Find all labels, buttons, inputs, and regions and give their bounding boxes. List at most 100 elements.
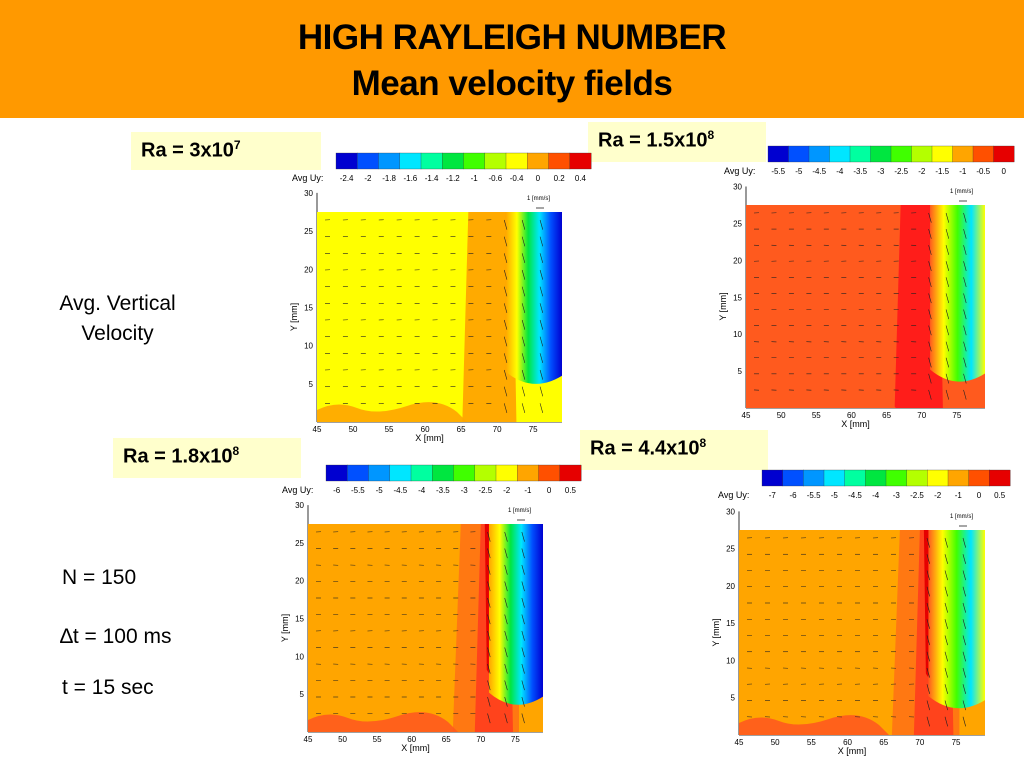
colorbar-swatch (782, 469, 804, 487)
y-axis-label: Y [mm] (711, 618, 721, 646)
x-tick-label: 55 (385, 425, 394, 434)
y-tick-label: 25 (733, 219, 742, 228)
bottom-noise (746, 388, 896, 408)
velocity-vector (503, 303, 508, 314)
velocity-vector (928, 357, 932, 368)
velocity-vector (504, 564, 508, 575)
y-tick-label: 15 (733, 293, 742, 302)
quantity-label-line2: Velocity (81, 322, 154, 345)
wall-jet (928, 530, 985, 709)
velocity-vector (539, 369, 544, 380)
colorbar-swatch (538, 464, 561, 482)
colorbar-tick-label: -1.5 (935, 167, 949, 176)
velocity-vector (504, 680, 508, 691)
colorbar-swatch (474, 464, 497, 482)
velocity-vector (945, 357, 950, 368)
colorbar-swatch (911, 145, 933, 163)
colorbar-swatch (808, 145, 830, 163)
colorbar-tick-label: -2.5 (478, 486, 492, 495)
velocity-vector (962, 570, 966, 581)
time-step: ∆t = 100 ms (60, 625, 172, 648)
velocity-vector (503, 386, 508, 397)
colorbar-tick-label: -1 (524, 486, 532, 495)
velocity-vector (504, 581, 508, 592)
vector-scale-label: 1 [mm/s] (527, 196, 550, 202)
velocity-vector (487, 663, 491, 674)
colorbar-tick-label: -1.2 (446, 174, 460, 183)
colorbar-tick-label: 0 (977, 491, 982, 500)
colorbar-tick-label: 0.5 (994, 491, 1006, 500)
colorbar-tick-label: -0.4 (510, 174, 524, 183)
velocity-vector (928, 309, 932, 320)
y-tick-label: 20 (304, 265, 313, 274)
x-tick-label: 55 (812, 411, 821, 420)
velocity-vector (963, 293, 967, 304)
velocity-vector (963, 261, 967, 271)
title-banner: HIGH RAYLEIGH NUMBER Mean velocity field… (0, 0, 1024, 118)
velocity-vector (945, 229, 950, 239)
velocity-vector (963, 229, 967, 239)
colorbar-swatch (972, 145, 994, 163)
velocity-vector (487, 696, 491, 707)
velocity-vector (928, 293, 932, 304)
velocity-vector (928, 277, 932, 288)
velocity-vector (503, 286, 508, 297)
velocity-vector (928, 245, 932, 255)
velocity-vector (539, 236, 544, 247)
y-tick-label: 30 (733, 183, 742, 192)
velocity-vector (539, 286, 544, 297)
colorbar-tick-label: -1.4 (425, 174, 439, 183)
colorbar-swatch (803, 469, 825, 487)
y-tick-label: 20 (295, 577, 304, 586)
x-tick-label: 70 (493, 425, 502, 434)
velocity-vector (504, 614, 508, 625)
vector-scale-label: 1 [mm/s] (950, 514, 973, 520)
x-tick-label: 65 (442, 735, 451, 744)
colorbar-swatch (559, 464, 582, 482)
y-tick-label: 5 (309, 380, 314, 389)
colorbar-swatch (335, 152, 358, 170)
velocity-vector (521, 597, 525, 608)
velocity-vector (503, 253, 508, 264)
velocity-vector (944, 537, 948, 548)
velocity-vector (928, 229, 932, 239)
colorbar-swatch (569, 152, 592, 170)
velocity-vector (504, 630, 508, 641)
y-tick-label: 10 (726, 656, 735, 665)
y-tick-label: 30 (726, 507, 735, 516)
colorbar-swatch (517, 464, 539, 482)
colorbar-tick-label: -5.5 (771, 167, 785, 176)
velocity-vector (963, 373, 967, 384)
ra-label-panel-4: Ra = 4.4x108 (580, 430, 768, 470)
velocity-vector (521, 319, 526, 330)
velocity-vector (926, 667, 930, 678)
velocity-vector (963, 212, 967, 223)
velocity-vector (487, 713, 491, 724)
velocity-vector (928, 261, 932, 271)
y-tick-label: 30 (304, 189, 313, 198)
colorbar-tick-label: -5 (831, 491, 839, 500)
slide-title: HIGH RAYLEIGH NUMBER (297, 18, 727, 57)
velocity-vector (944, 554, 948, 564)
sample-count: N = 150 (62, 566, 137, 589)
y-tick-label: 25 (295, 539, 304, 548)
velocity-vector (521, 386, 526, 397)
colorbar-swatch (844, 469, 866, 487)
x-axis-label: X [mm] (415, 433, 444, 443)
colorbar-swatch (927, 469, 949, 487)
colorbar-swatch (865, 469, 887, 487)
colorbar-tick-label: -4.5 (848, 491, 862, 500)
velocity-vector (521, 548, 525, 559)
velocity-vector (962, 554, 966, 564)
colorbar-tick-label: -4.5 (393, 486, 407, 495)
velocity-vector (521, 614, 525, 625)
velocity-vector (521, 403, 526, 414)
x-tick-label: 50 (777, 411, 786, 420)
velocity-vector (928, 373, 932, 384)
y-tick-label: 5 (731, 694, 736, 703)
y-axis-label: Y [mm] (289, 303, 299, 331)
colorbar-tick-label: -5.5 (807, 491, 821, 500)
y-tick-label: 5 (300, 690, 305, 699)
y-tick-label: 25 (304, 227, 313, 236)
y-tick-label: 15 (726, 619, 735, 628)
